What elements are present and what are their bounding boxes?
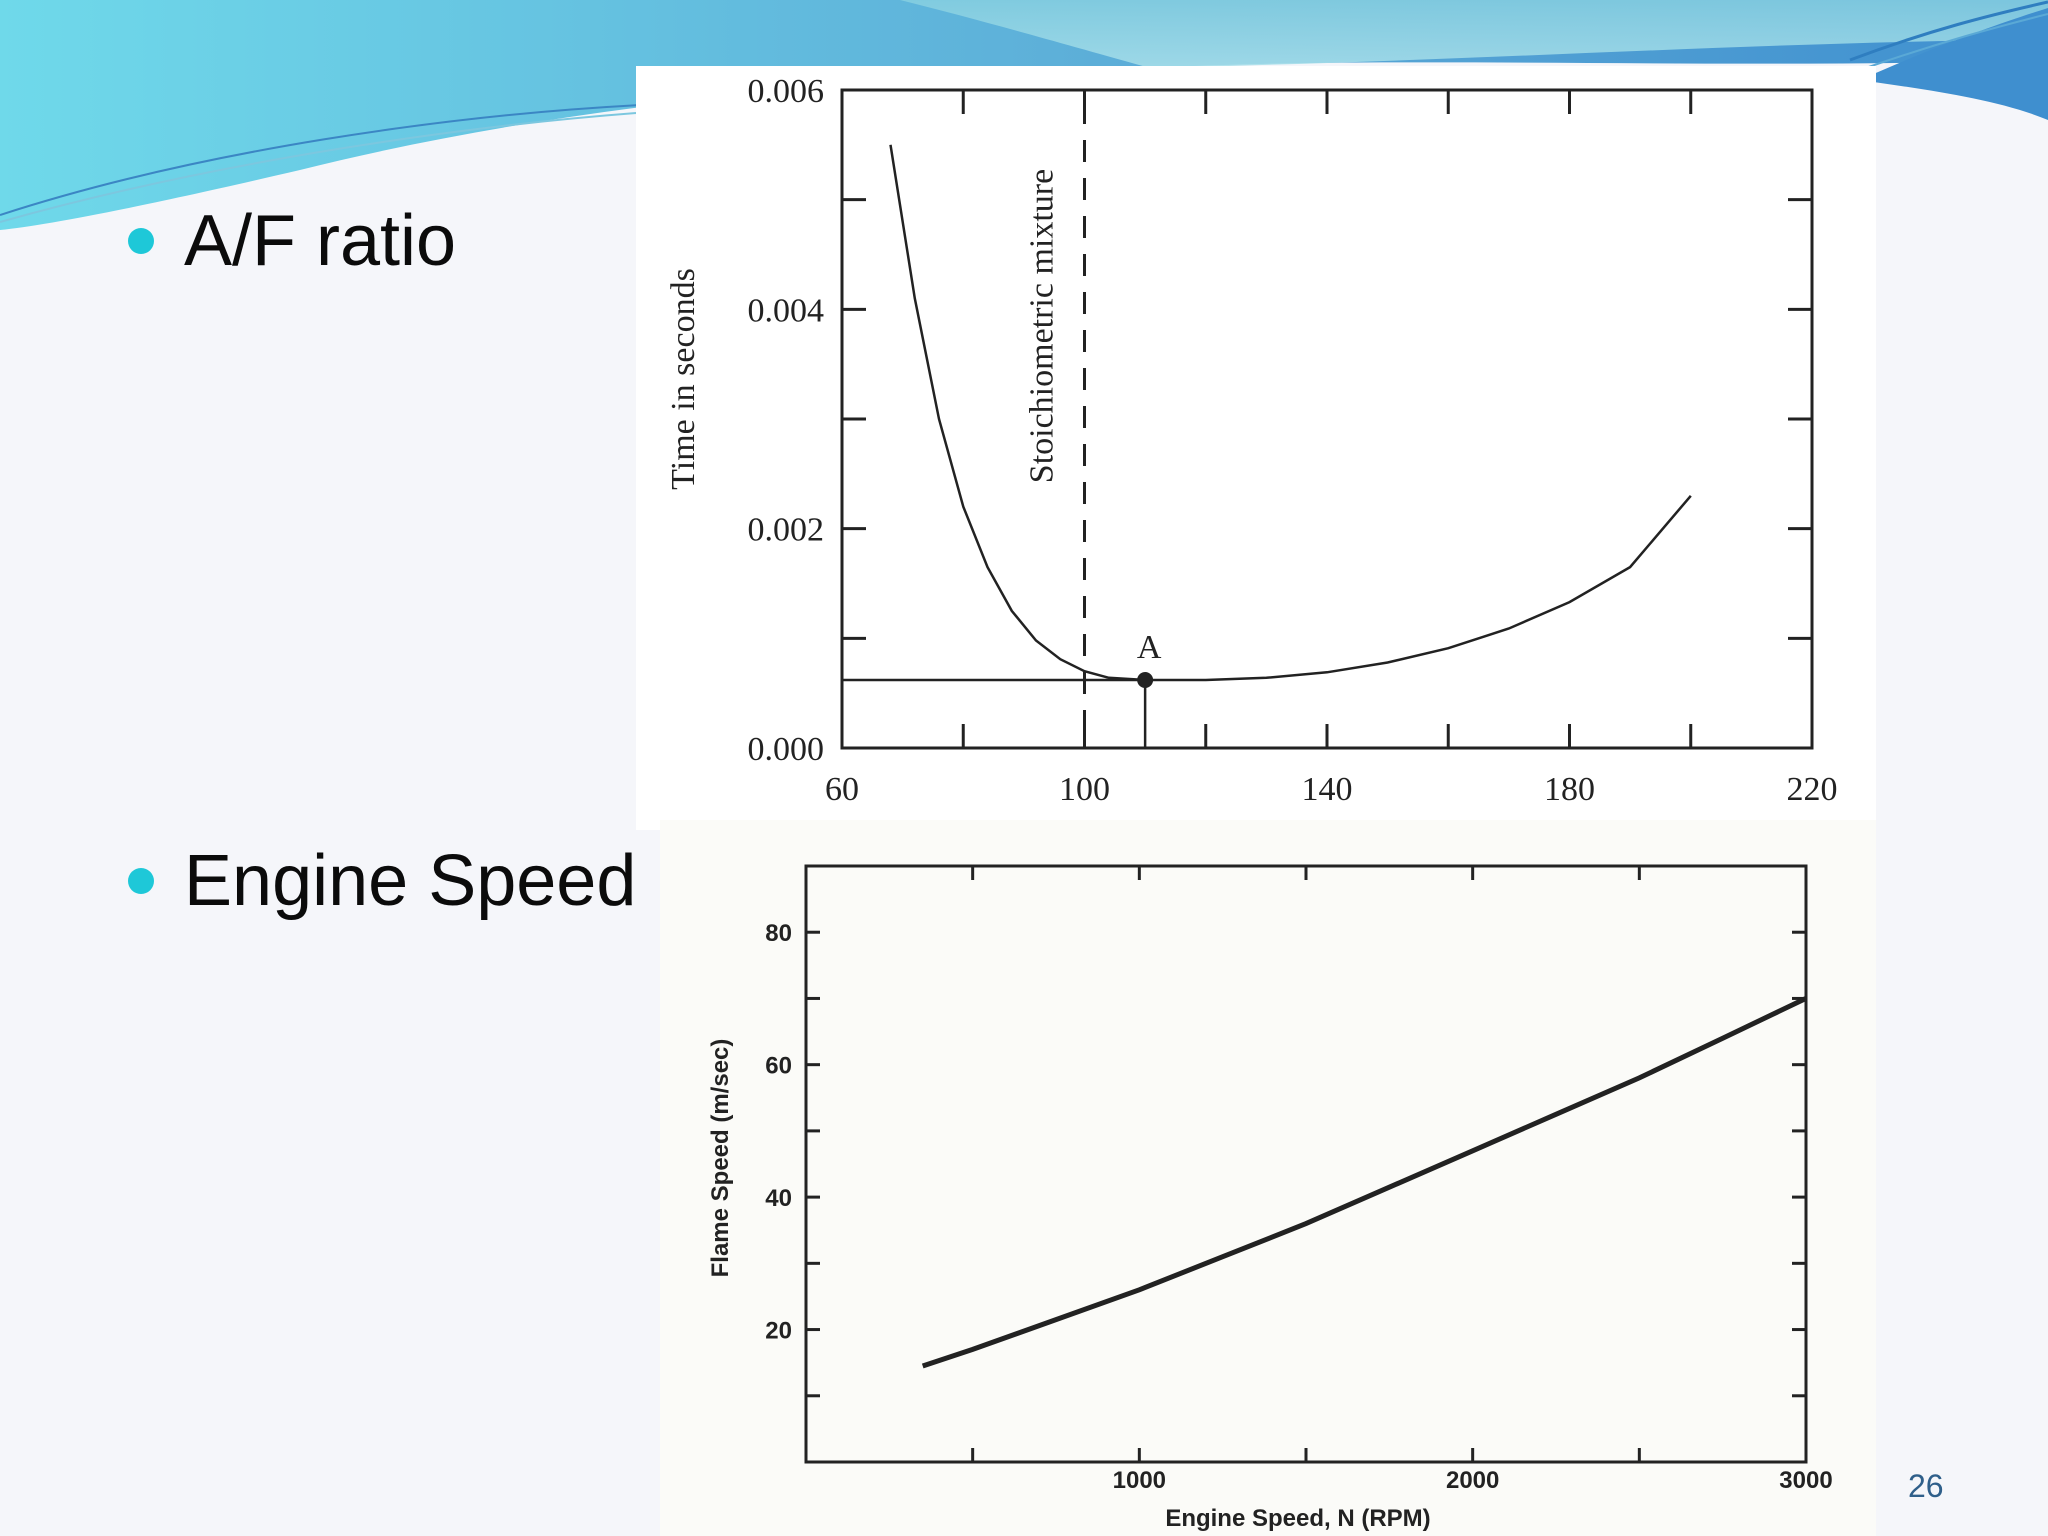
bullet-engine-speed: Engine Speed bbox=[128, 840, 636, 922]
page-number: 26 bbox=[1908, 1468, 1944, 1504]
x-tick-label: 180 bbox=[1544, 771, 1595, 808]
y-axis-label: Flame Speed (m/sec) bbox=[707, 1039, 734, 1278]
stoichiometric-label: Stoichiometric mixture bbox=[1024, 169, 1061, 483]
af-ratio-chart-image: 0.000 0.002 0.004 0.006 60 100 140 180 2… bbox=[636, 66, 1876, 830]
engine-speed-chart-image: 20 40 60 80 1000 2000 3000 Flame Speed (… bbox=[660, 820, 1876, 1536]
y-tick-label: 20 bbox=[765, 1318, 792, 1345]
y-tick-label: 60 bbox=[765, 1053, 792, 1080]
af-ratio-chart: 0.000 0.002 0.004 0.006 60 100 140 180 2… bbox=[665, 73, 1838, 808]
x-tick-label: 100 bbox=[1059, 771, 1110, 808]
bullet-text: A/F ratio bbox=[184, 201, 457, 281]
x-tick-labels: 60 100 140 180 220 bbox=[825, 771, 1838, 808]
x-tick-label: 3000 bbox=[1779, 1467, 1832, 1494]
point-a-marker bbox=[1137, 672, 1154, 689]
y-tick-labels: 20 40 60 80 bbox=[765, 920, 792, 1344]
x-tick-label: 1000 bbox=[1113, 1467, 1166, 1494]
x-tick-label: 140 bbox=[1302, 771, 1353, 808]
plot-frame bbox=[840, 88, 1814, 750]
plot-frame bbox=[804, 864, 1808, 1464]
bullet-dot-icon bbox=[128, 868, 154, 894]
x-tick-label: 220 bbox=[1787, 771, 1838, 808]
y-tick-label: 0.002 bbox=[748, 512, 825, 549]
tick-marks bbox=[806, 866, 1806, 1462]
y-tick-label: 80 bbox=[765, 920, 792, 947]
bullet-dot-icon bbox=[128, 228, 154, 254]
y-tick-label: 40 bbox=[765, 1185, 792, 1212]
y-tick-label: 0.004 bbox=[748, 292, 825, 329]
series-line bbox=[889, 144, 1692, 682]
bullet-text: Engine Speed bbox=[184, 841, 637, 921]
x-tick-label: 2000 bbox=[1446, 1467, 1499, 1494]
y-tick-label: 0.000 bbox=[748, 731, 825, 768]
tick-marks bbox=[842, 90, 1812, 748]
y-tick-labels: 0.000 0.002 0.004 0.006 bbox=[748, 73, 825, 768]
x-tick-labels: 1000 2000 3000 bbox=[1113, 1467, 1833, 1494]
y-tick-label: 0.006 bbox=[748, 73, 825, 110]
flame-speed-chart: 20 40 60 80 1000 2000 3000 Flame Speed (… bbox=[707, 864, 1833, 1532]
point-a-label: A bbox=[1137, 629, 1162, 666]
x-tick-label: 60 bbox=[825, 771, 859, 808]
bullet-af-ratio: A/F ratio bbox=[128, 200, 456, 282]
series-line bbox=[921, 996, 1808, 1369]
x-axis-label: Engine Speed, N (RPM) bbox=[1165, 1505, 1430, 1532]
y-axis-label: Time in seconds bbox=[665, 268, 702, 490]
